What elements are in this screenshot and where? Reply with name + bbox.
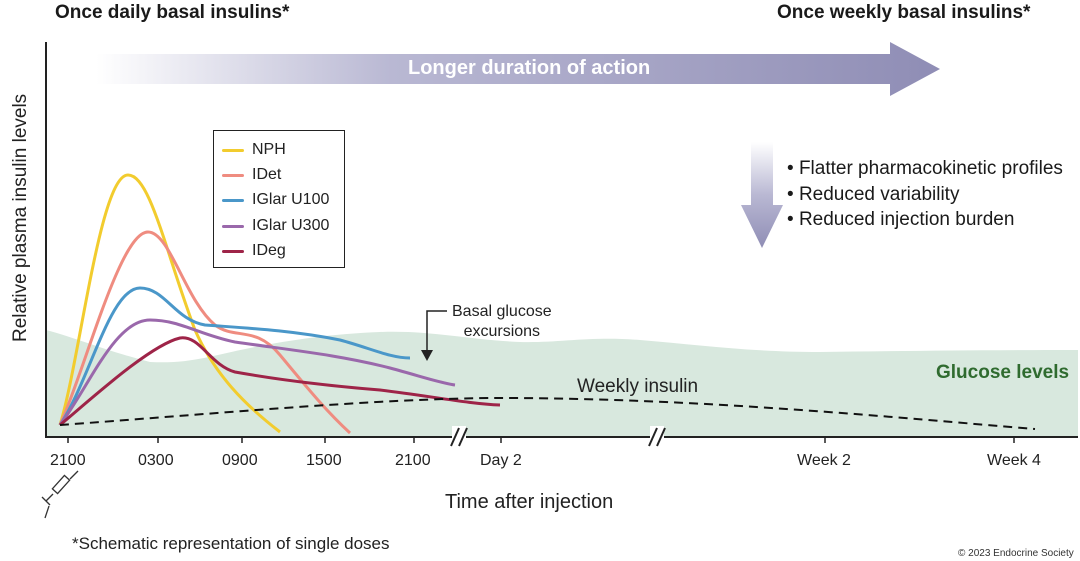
glucose-levels-label: Glucose levels: [936, 362, 1070, 383]
curve-iglar-u100: [58, 286, 411, 426]
x-tick-label: 1500: [306, 452, 342, 469]
legend-label: NPH: [252, 141, 286, 158]
legend-swatch: [222, 198, 244, 202]
basal-glucose-pointer: [421, 310, 447, 361]
header-right: Once weekly basal insulins*: [777, 2, 1031, 23]
x-tick-label: 0900: [222, 452, 258, 469]
x-tick-label: 0300: [138, 452, 174, 469]
copyright: © 2023 Endocrine Society: [958, 548, 1074, 559]
legend-item-iglar-u300: IGlar U300: [222, 216, 329, 236]
legend-swatch: [222, 249, 244, 253]
duration-arrow: [96, 42, 940, 96]
legend-label: IGlar U300: [252, 217, 330, 234]
benefit-item: • Reduced variability: [787, 183, 960, 205]
arrow-label: Longer duration of action: [408, 57, 651, 79]
footnote: *Schematic representation of single dose…: [72, 534, 390, 553]
axis-break-2: [648, 426, 666, 447]
legend-swatch: [222, 148, 244, 152]
down-arrow: [741, 142, 783, 248]
glucose-band: [46, 330, 1078, 437]
curve-idet: [58, 230, 352, 435]
header-left: Once daily basal insulins*: [55, 2, 290, 23]
y-axis-label: Relative plasma insulin levels: [10, 93, 31, 342]
curve-nph: [58, 173, 281, 434]
x-tick-label: Week 2: [797, 452, 851, 469]
legend-item-ideg: IDeg: [222, 241, 286, 261]
curve-weekly-insulin: [59, 396, 1036, 430]
syringe-icon: [41, 470, 79, 519]
legend-item-nph: NPH: [222, 140, 286, 160]
basal-glucose-annotation: Basal glucose excursions: [452, 303, 552, 340]
legend-label: IDet: [252, 166, 282, 183]
weekly-insulin-label: Weekly insulin: [577, 376, 699, 397]
legend-item-iglar-u100: IGlar U100: [222, 190, 329, 210]
legend-label: IGlar U100: [252, 191, 330, 208]
x-tick-label: 2100: [395, 452, 431, 469]
axis-break-1: [450, 426, 468, 447]
x-ticks: [67, 437, 1015, 443]
x-tick-label: Week 4: [987, 452, 1041, 469]
x-tick-label: Day 2: [480, 452, 522, 469]
curve-iglar-u300: [58, 318, 456, 426]
benefit-list: • Flatter pharmacokinetic profiles • Red…: [787, 156, 1063, 233]
legend-swatch: [222, 224, 244, 228]
legend-label: IDeg: [252, 242, 286, 259]
x-tick-label: 2100: [50, 452, 86, 469]
legend-item-idet: IDet: [222, 165, 281, 185]
legend: NPH IDet IGlar U100 IGlar U300 IDeg: [213, 130, 345, 268]
curve-ideg: [59, 336, 501, 427]
benefit-item: • Reduced injection burden: [787, 209, 1015, 230]
legend-swatch: [222, 173, 244, 177]
benefit-item: • Flatter pharmacokinetic profiles: [787, 158, 1063, 179]
x-axis-label: Time after injection: [445, 491, 614, 513]
